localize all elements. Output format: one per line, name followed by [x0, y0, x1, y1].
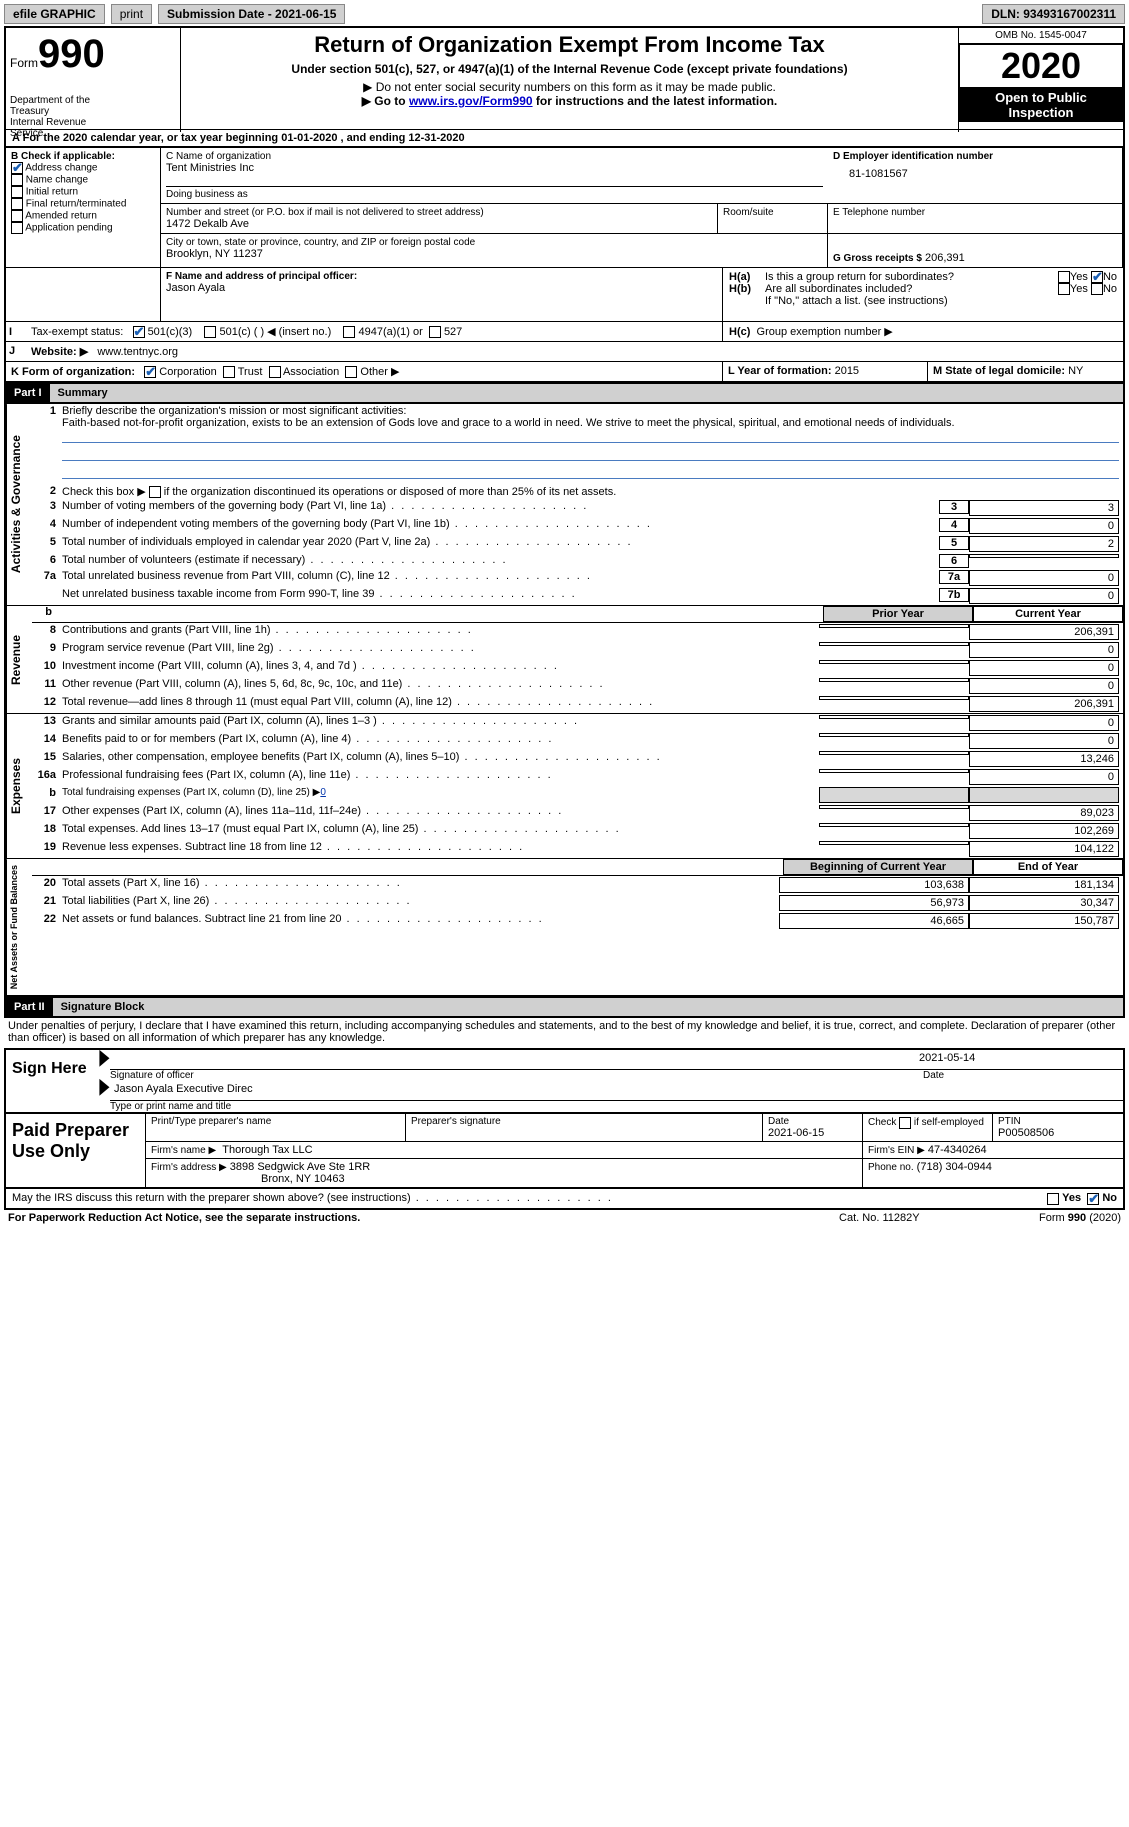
principal-officer: Jason Ayala	[166, 282, 717, 294]
discuss-no[interactable]	[1087, 1193, 1099, 1205]
tax-year: 2020	[959, 44, 1123, 88]
part2-header: Part II	[6, 998, 53, 1016]
boxb-check[interactable]	[11, 186, 23, 198]
vlabel-gov: Activities & Governance	[6, 404, 32, 605]
fh-block: F Name and address of principal officer:…	[4, 267, 1125, 321]
state-domicile: NY	[1068, 365, 1083, 377]
website: www.tentnyc.org	[97, 346, 178, 358]
ha-yes[interactable]	[1058, 271, 1070, 283]
cat-no: Cat. No. 11282Y	[839, 1212, 1039, 1224]
boxb-check[interactable]	[11, 198, 23, 210]
boxb-check[interactable]	[11, 174, 23, 186]
form990-link[interactable]: www.irs.gov/Form990	[409, 94, 533, 108]
discuss-yes[interactable]	[1047, 1193, 1059, 1205]
mission-text: Faith-based not-for-profit organization,…	[62, 417, 955, 429]
print-button[interactable]: print	[111, 4, 152, 24]
dept-line: Department of the	[10, 95, 176, 106]
ha-no[interactable]	[1091, 271, 1103, 283]
k-check[interactable]	[345, 366, 357, 378]
vlabel-rev: Revenue	[6, 606, 32, 713]
sig-date: 2021-05-14	[919, 1052, 1119, 1067]
k-check[interactable]	[144, 366, 156, 378]
top-toolbar: efile GRAPHIC print Submission Date - 20…	[4, 4, 1125, 24]
ptin: P00508506	[998, 1127, 1054, 1139]
prep-date: 2021-06-15	[768, 1127, 824, 1139]
boxb-check[interactable]	[11, 222, 23, 234]
firm-addr: 3898 Sedgwick Ave Ste 1RR	[230, 1161, 370, 1173]
part2-title: Signature Block	[53, 998, 1123, 1016]
ein: 81-1081567	[833, 162, 1117, 180]
form-subtitle: Under section 501(c), 527, or 4947(a)(1)…	[185, 62, 954, 76]
note-1: Do not enter social security numbers on …	[376, 80, 776, 94]
paid-preparer-label: Paid Preparer Use Only	[6, 1114, 146, 1187]
boxb-check[interactable]	[11, 210, 23, 222]
form-footer: Form 990 (2020)	[1039, 1212, 1121, 1224]
org-name: Tent Ministries Inc	[166, 162, 823, 174]
dept-line: Service	[10, 128, 1129, 139]
box-b: B Check if applicable: Address change Na…	[6, 148, 161, 267]
pra-notice: For Paperwork Reduction Act Notice, see …	[8, 1212, 839, 1224]
firm-name: Thorough Tax LLC	[222, 1144, 312, 1156]
form-word: Form	[10, 56, 38, 70]
boxb-check[interactable]	[11, 162, 23, 174]
entity-block: B Check if applicable: Address change Na…	[4, 148, 1125, 267]
submission-date: Submission Date - 2021-06-15	[158, 4, 345, 24]
vlabel-exp: Expenses	[6, 714, 32, 858]
dept-line: Treasury	[10, 106, 176, 117]
street: 1472 Dekalb Ave	[166, 218, 712, 230]
form-title: Return of Organization Exempt From Incom…	[185, 32, 954, 58]
sign-here-label: Sign Here	[6, 1050, 96, 1112]
self-employed-check[interactable]	[899, 1117, 911, 1129]
form-number: 990	[38, 32, 105, 76]
declaration: Under penalties of perjury, I declare th…	[4, 1018, 1125, 1046]
part1-header: Part I	[6, 384, 50, 402]
k-check[interactable]	[223, 366, 235, 378]
dept-line: Internal Revenue	[10, 117, 176, 128]
gross-receipts: 206,391	[925, 252, 965, 264]
efile-badge: efile GRAPHIC	[4, 4, 105, 24]
dln-label: DLN: 93493167002311	[982, 4, 1125, 24]
form-header: Form990 Department of the Treasury Inter…	[4, 26, 1125, 132]
year-formation: 2015	[835, 365, 859, 377]
officer-name: Jason Ayala Executive Direc	[110, 1081, 1123, 1101]
501c3-check[interactable]	[133, 326, 145, 338]
discontinue-check[interactable]	[149, 486, 161, 498]
part1-title: Summary	[50, 384, 1123, 402]
firm-ein: 47-4340264	[928, 1144, 987, 1156]
hb-yes[interactable]	[1058, 283, 1070, 295]
open-inspection: Open to Public Inspection	[959, 88, 1123, 122]
omb-number: OMB No. 1545-0047	[959, 28, 1123, 44]
city: Brooklyn, NY 11237	[166, 248, 822, 260]
k-check[interactable]	[269, 366, 281, 378]
firm-phone: (718) 304-0944	[917, 1161, 992, 1173]
vlabel-net: Net Assets or Fund Balances	[6, 859, 32, 995]
hb-no[interactable]	[1091, 283, 1103, 295]
